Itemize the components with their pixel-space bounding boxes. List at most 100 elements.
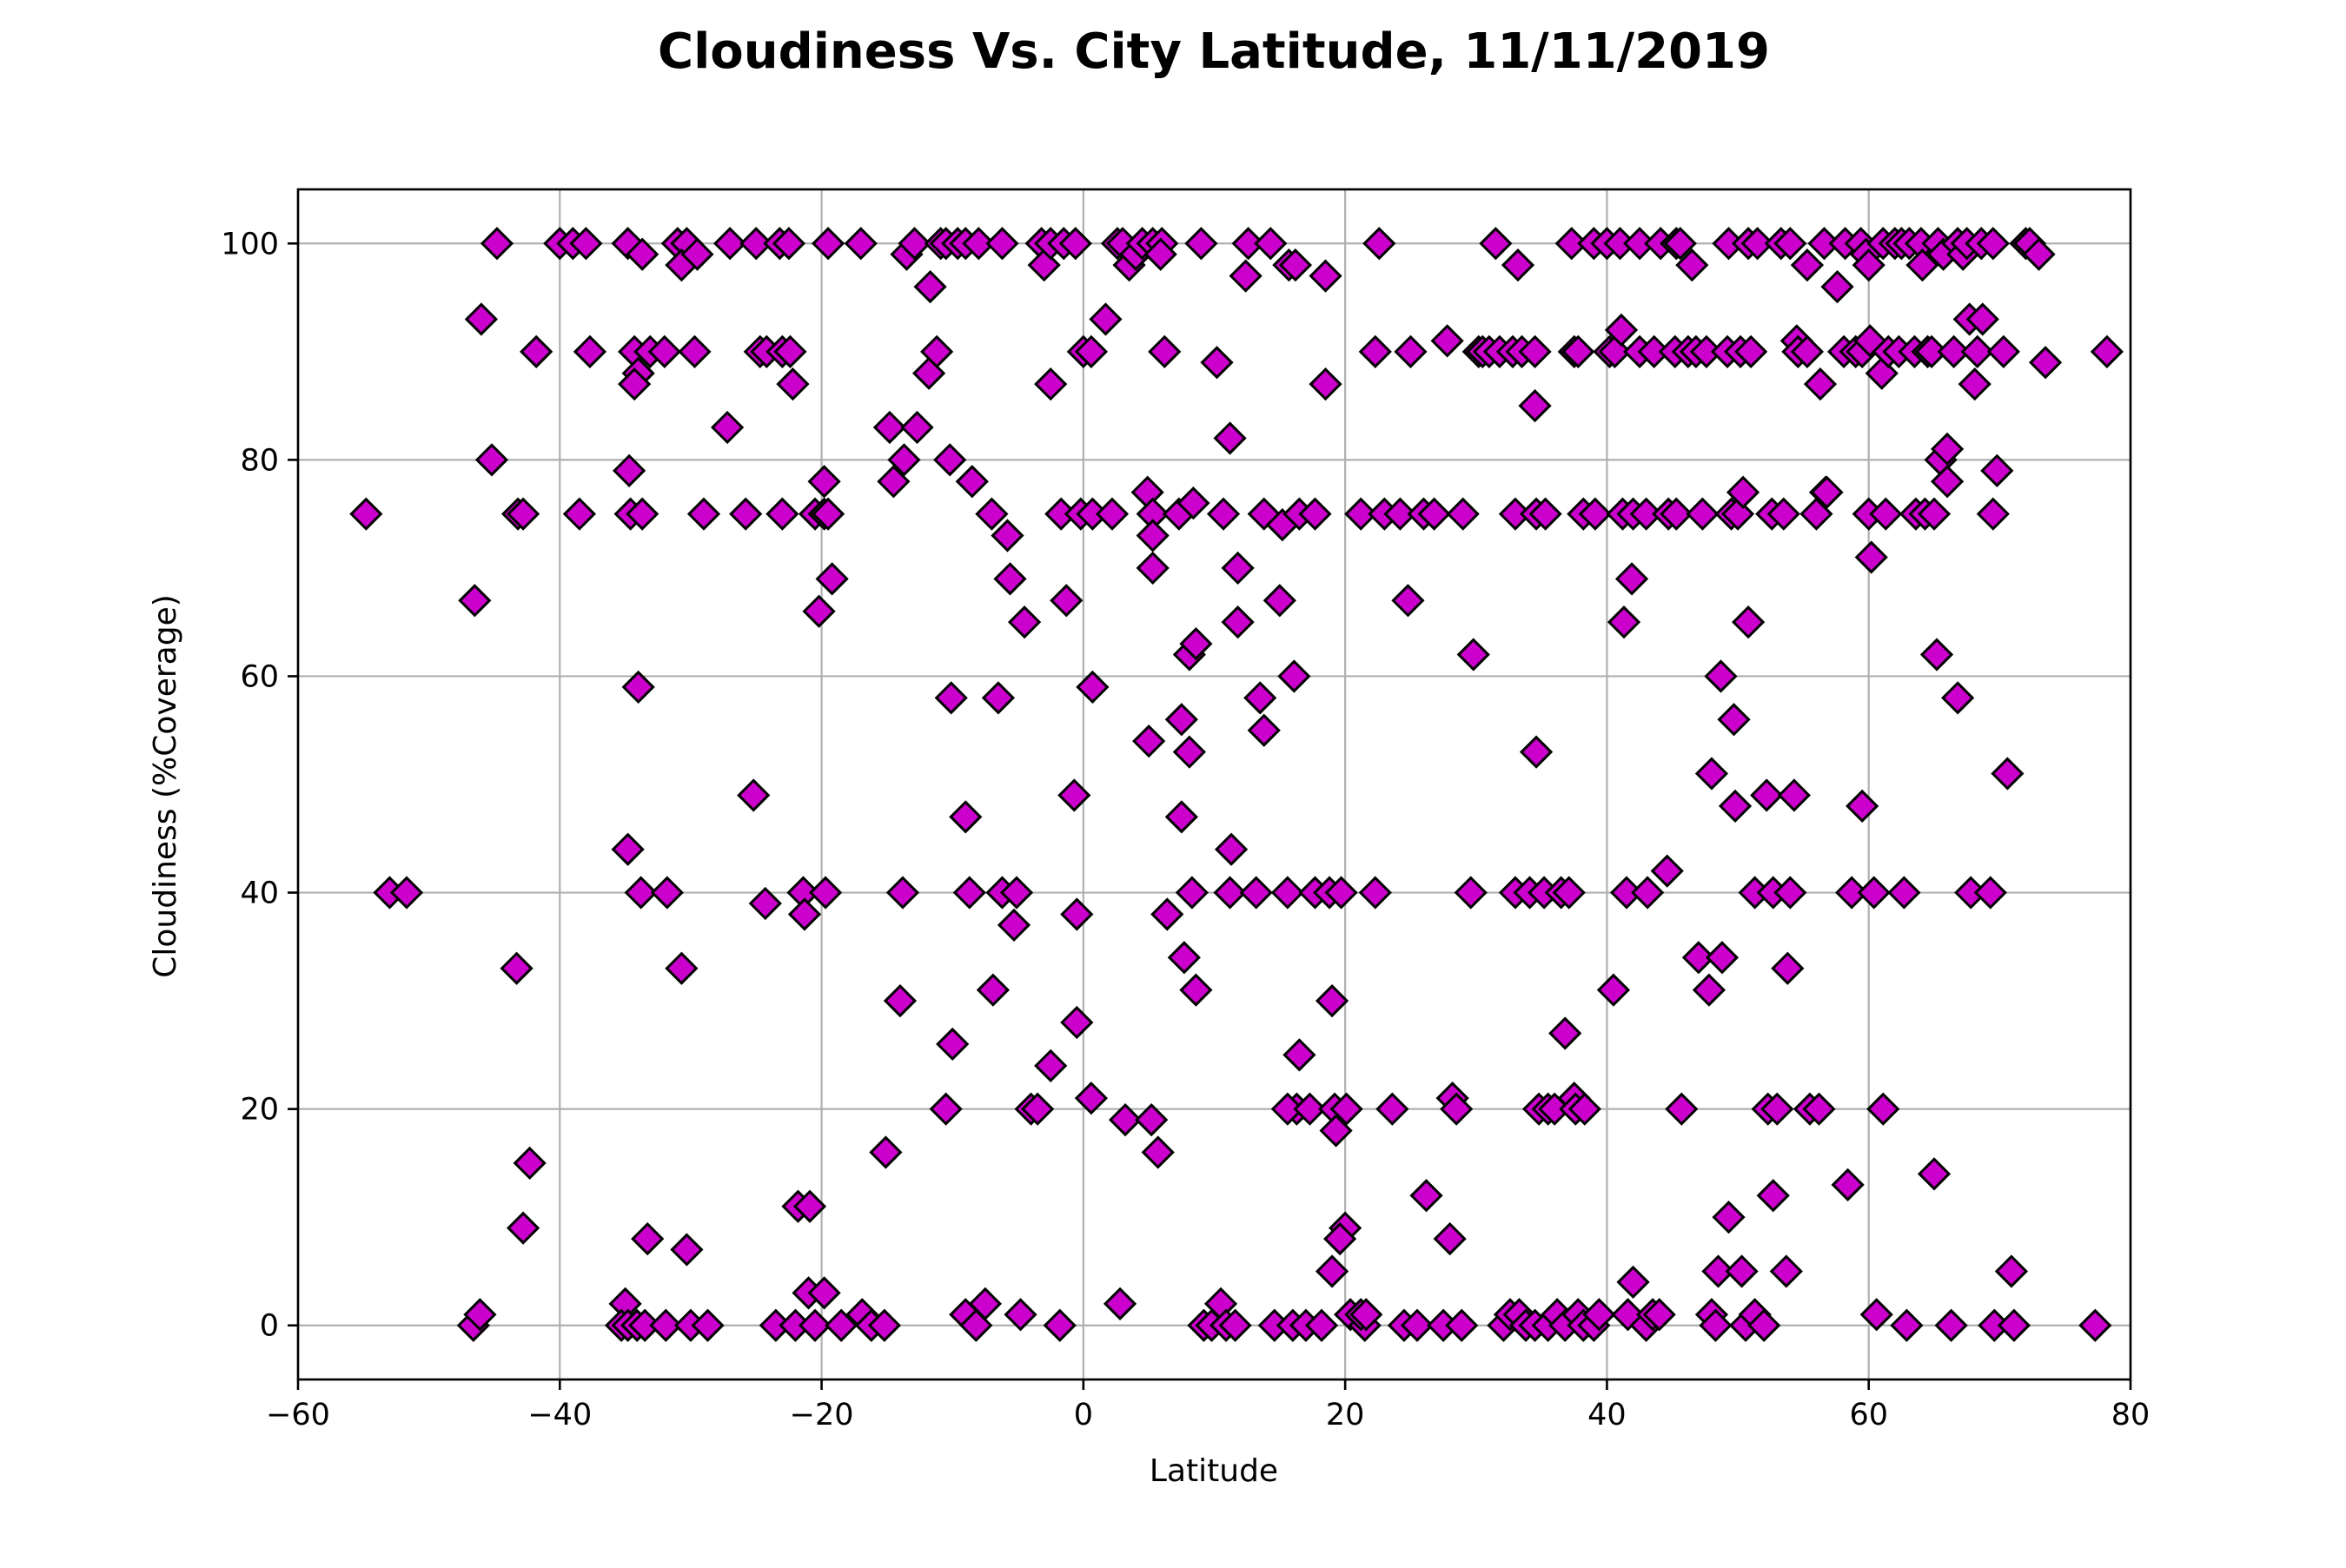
data-point — [1917, 497, 1952, 531]
data-point — [691, 1308, 725, 1342]
data-point — [647, 334, 681, 368]
x-tick-label: 0 — [1074, 1398, 1093, 1432]
data-point — [1214, 832, 1249, 866]
data-point — [1179, 973, 1213, 1007]
data-point — [613, 453, 646, 487]
data-point — [934, 681, 968, 715]
data-point — [2090, 334, 2124, 368]
data-point — [1060, 897, 1094, 931]
data-point — [1278, 248, 1313, 282]
data-point — [1725, 1254, 1759, 1288]
data-point — [573, 334, 607, 368]
data-point — [680, 237, 714, 271]
data-point — [1446, 497, 1480, 531]
data-point — [678, 334, 712, 368]
data-point — [1108, 1102, 1143, 1137]
data-point — [765, 497, 799, 531]
data-point — [513, 1146, 547, 1181]
data-point — [1221, 605, 1255, 639]
data-point — [1650, 854, 1684, 888]
data-point — [1229, 259, 1262, 293]
data-point — [1270, 1092, 1304, 1126]
data-point — [1965, 302, 1999, 336]
data-point — [2022, 237, 2056, 271]
data-point — [1213, 421, 1247, 455]
data-point — [1960, 334, 1994, 368]
data-point — [739, 227, 773, 261]
data-point — [1717, 703, 1751, 737]
data-point — [737, 778, 771, 812]
data-point — [1358, 876, 1392, 910]
data-point — [911, 356, 946, 390]
data-point — [1973, 876, 2007, 910]
data-point — [1057, 778, 1091, 812]
data-point — [626, 497, 659, 531]
data-point — [349, 497, 383, 531]
data-point — [1430, 324, 1464, 358]
data-point — [1172, 735, 1207, 769]
data-point — [520, 334, 553, 368]
data-point — [1293, 1092, 1327, 1126]
data-point — [1665, 1092, 1699, 1126]
data-point — [1865, 356, 1899, 390]
data-point — [1629, 497, 1663, 531]
data-point — [1050, 584, 1084, 618]
data-point — [787, 897, 822, 931]
data-point — [1607, 605, 1641, 639]
data-point — [1976, 497, 2010, 531]
data-point — [1866, 1092, 1900, 1126]
y-tick-label: 20 — [240, 1093, 279, 1128]
data-point — [1766, 497, 1800, 531]
data-point — [1803, 367, 1838, 401]
data-point — [1986, 334, 2021, 368]
data-point — [1277, 659, 1311, 693]
data-point — [665, 951, 699, 985]
data-point — [1820, 269, 1854, 304]
data-point — [976, 973, 1011, 1007]
data-point — [1773, 227, 1807, 261]
data-point — [621, 670, 655, 705]
data-point — [1596, 973, 1631, 1007]
data-point — [867, 1308, 902, 1342]
data-point — [1777, 778, 1811, 812]
data-point — [1074, 334, 1109, 368]
data-point — [1043, 1308, 1077, 1342]
data-point — [1132, 724, 1166, 758]
data-point — [1060, 1005, 1094, 1040]
data-point — [1034, 367, 1068, 401]
y-tick-label: 0 — [260, 1309, 279, 1344]
data-point — [872, 410, 907, 445]
data-point — [1835, 876, 1869, 910]
data-point — [1994, 1254, 2029, 1288]
data-point — [1518, 334, 1552, 368]
data-point — [618, 367, 652, 401]
data-point — [1231, 227, 1265, 261]
data-point — [933, 443, 967, 477]
data-point — [506, 497, 540, 531]
data-point — [1309, 367, 1342, 401]
data-point — [1997, 1308, 2031, 1342]
data-point — [1329, 1092, 1363, 1126]
data-point — [1747, 1308, 1781, 1342]
data-point — [1143, 237, 1177, 271]
data-point — [464, 302, 499, 336]
data-point — [1846, 789, 1879, 824]
data-point — [1150, 897, 1184, 931]
data-point — [815, 562, 849, 596]
data-point — [710, 410, 745, 445]
data-point — [1076, 670, 1110, 705]
data-point — [798, 1308, 832, 1342]
data-point — [1991, 757, 2025, 791]
data-point — [1089, 302, 1123, 336]
y-tick-label: 60 — [240, 659, 279, 694]
data-point — [1705, 941, 1740, 975]
data-point — [1701, 1254, 1735, 1288]
data-point — [887, 443, 921, 477]
data-point — [1391, 584, 1425, 618]
data-point — [1718, 789, 1753, 824]
data-point — [1854, 540, 1888, 574]
data-point — [1445, 1308, 1479, 1342]
data-point — [712, 227, 747, 261]
data-point — [1394, 334, 1428, 368]
data-point — [1243, 681, 1277, 715]
